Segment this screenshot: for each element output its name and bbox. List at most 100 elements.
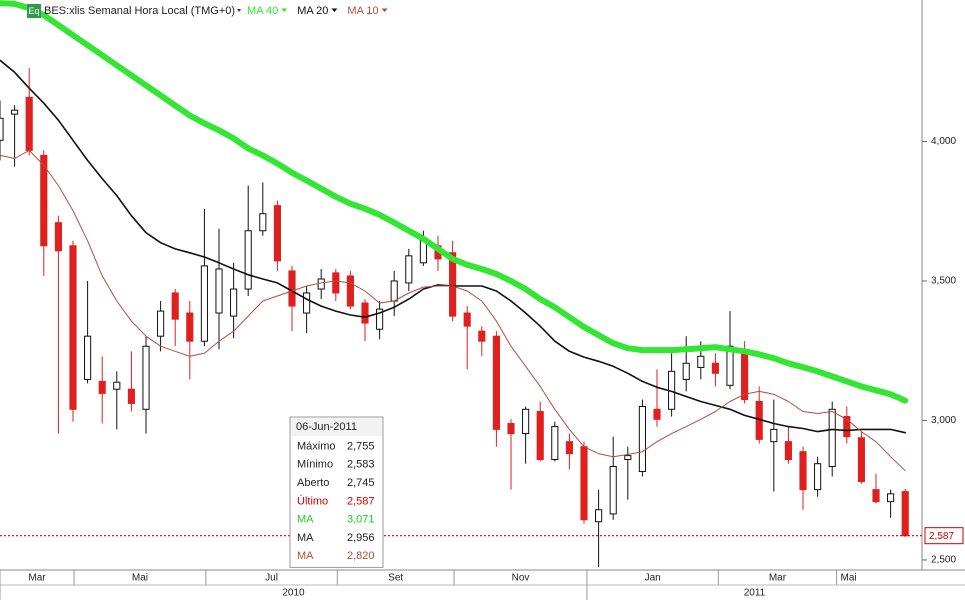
- x-tick-label: Set: [388, 573, 403, 584]
- x-tick-label: Jan: [645, 573, 661, 584]
- candle-body: [857, 437, 865, 483]
- candle-body: [259, 213, 267, 232]
- candle-body: [98, 380, 106, 394]
- tooltip-label: Último: [297, 494, 328, 507]
- x-tick-label: Mai: [841, 573, 857, 584]
- candle-body: [492, 335, 500, 430]
- last-price-label: 2,587: [929, 531, 954, 542]
- tooltip-value: 2,745: [347, 477, 375, 489]
- x-tick-label: Mar: [28, 573, 46, 584]
- candle-body: [113, 381, 121, 390]
- tooltip-label: Mínimo: [297, 459, 333, 471]
- candle-body: [901, 491, 909, 537]
- candle-body: [741, 352, 749, 401]
- candle-body: [127, 388, 135, 404]
- ma-line: [0, 0, 909, 404]
- tooltip-label: Aberto: [297, 477, 329, 489]
- candle-body: [84, 335, 92, 380]
- year-label: 2011: [744, 588, 766, 599]
- candle-body: [303, 292, 311, 314]
- candle-body: [624, 455, 632, 461]
- tooltip-value: 2,755: [347, 440, 375, 452]
- candle-body: [784, 441, 792, 461]
- tooltip-label: MA: [297, 514, 314, 526]
- legend-item[interactable]: MA 20: [297, 5, 328, 17]
- candle-body: [171, 292, 179, 320]
- tooltip-box: [289, 416, 384, 568]
- candle-body: [828, 408, 836, 467]
- candle-body: [390, 280, 398, 302]
- candle-body: [215, 268, 223, 314]
- tooltip-label: MA: [297, 532, 314, 544]
- chart-title: BES:xlis Semanal Hora Local (TMG+0): [44, 5, 235, 17]
- plot-area: [0, 0, 909, 567]
- candle-body: [638, 406, 646, 473]
- candle-body: [40, 154, 48, 247]
- tooltip-date: 06-Jun-2011: [296, 421, 357, 433]
- candle-body: [697, 355, 705, 368]
- candle-body: [332, 272, 340, 294]
- y-tick-label: 4,000: [931, 136, 956, 147]
- candle-body: [69, 245, 77, 410]
- candle-body: [609, 465, 617, 515]
- candle-body: [872, 489, 880, 503]
- candle-body: [346, 275, 354, 307]
- candle-body: [653, 408, 661, 420]
- candle-body: [317, 278, 325, 290]
- ma-line: [0, 149, 906, 472]
- candle-body: [230, 288, 238, 317]
- candle-body: [682, 362, 690, 380]
- y-tick-label: 3,000: [931, 415, 956, 426]
- candle-body: [25, 96, 33, 151]
- candle-body: [536, 411, 544, 461]
- dropdown-arrow: [331, 8, 338, 12]
- candle-body: [551, 426, 559, 461]
- tooltip-value: 3,071: [347, 514, 375, 526]
- candle-body: [770, 428, 778, 443]
- dropdown-arrow: [237, 9, 242, 12]
- candle-body: [565, 441, 573, 455]
- legend-item[interactable]: MA 40: [247, 5, 278, 17]
- last-price-box: [924, 527, 964, 545]
- candle-body: [0, 117, 4, 141]
- candle-body: [361, 302, 369, 324]
- tooltip-label: MA: [297, 550, 314, 562]
- candle-body: [186, 312, 194, 342]
- candle-body: [507, 423, 515, 435]
- candle-body: [405, 255, 413, 284]
- tooltip-header: [291, 418, 382, 437]
- tooltip-value: 2,956: [347, 532, 375, 544]
- x-tick-label: Jul: [265, 573, 278, 584]
- x-tick-label: Mai: [132, 573, 148, 584]
- candle-body: [843, 416, 851, 438]
- candle-body: [273, 205, 281, 262]
- icon-text: Eq: [28, 6, 39, 16]
- icon-box: [27, 4, 41, 18]
- year-label: 2010: [282, 588, 305, 599]
- candle-body: [711, 362, 719, 374]
- candle-body: [376, 308, 384, 330]
- candle-body: [799, 451, 807, 491]
- candle-body: [142, 345, 150, 410]
- candle-body: [463, 312, 471, 327]
- candle-body: [814, 463, 822, 491]
- x-tick-label: Mar: [769, 573, 787, 584]
- candle-body: [11, 109, 19, 115]
- candle-body: [200, 265, 208, 342]
- candle-body: [288, 270, 296, 307]
- candle-body: [157, 310, 165, 337]
- candle-body: [726, 345, 734, 386]
- candle-body: [580, 446, 588, 521]
- tooltip-value: 2,587: [347, 495, 375, 507]
- x-tick-label: Nov: [512, 573, 530, 584]
- tooltip-value: 2,583: [347, 459, 375, 471]
- candle-body: [244, 230, 252, 290]
- candle-body: [478, 330, 486, 342]
- dropdown-arrow: [381, 8, 388, 12]
- legend-item[interactable]: MA 10: [347, 5, 378, 17]
- tooltip-value: 2,820: [347, 550, 375, 562]
- dropdown-arrow: [281, 8, 288, 12]
- tooltip-label: Máximo: [297, 440, 336, 452]
